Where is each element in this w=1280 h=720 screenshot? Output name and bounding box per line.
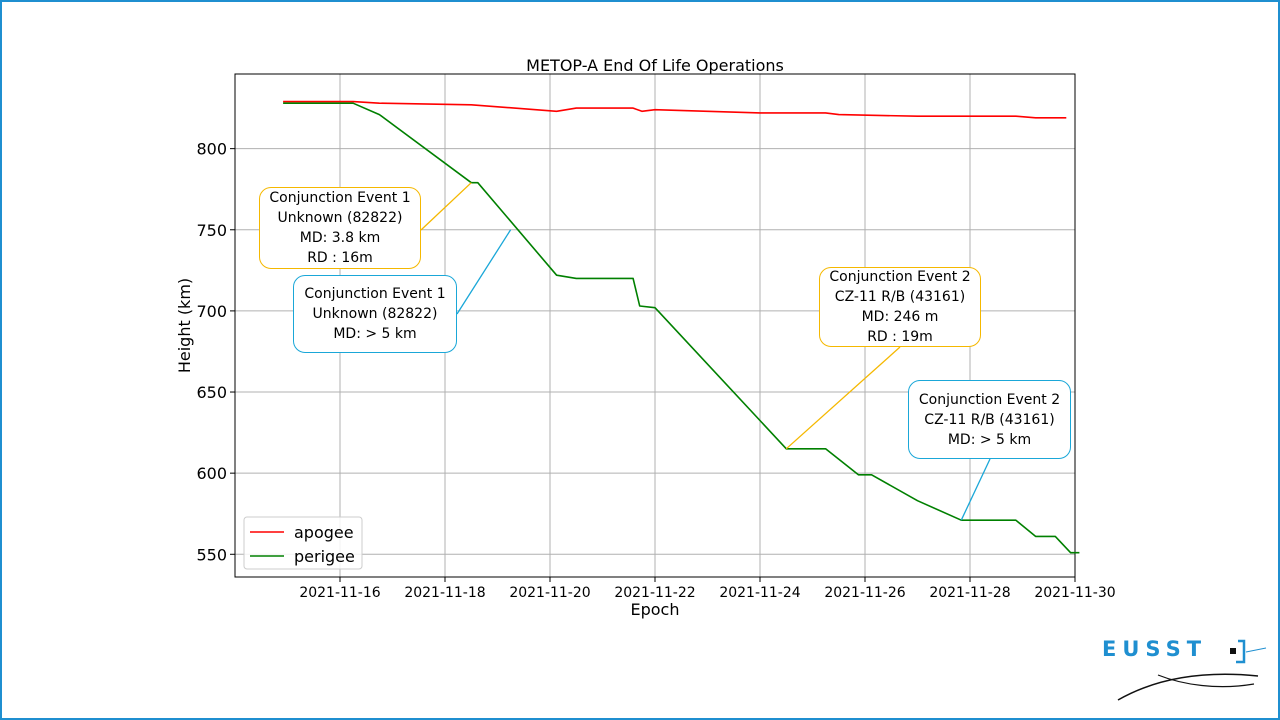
chart-title: METOP-A End Of Life Operations <box>526 56 784 75</box>
annotation-connector-ce2-blue <box>960 458 991 521</box>
x-axis-label: Epoch <box>631 600 680 619</box>
callout-line: MD: 246 m <box>861 309 939 325</box>
callout-line: CZ-11 R/B (43161) <box>924 411 1055 428</box>
callout-line: RD : 16m <box>307 250 373 266</box>
x-tick-label: 2021-11-28 <box>929 585 1010 601</box>
y-tick-label: 800 <box>196 140 227 159</box>
callout-line: MD: 3.8 km <box>299 230 381 246</box>
annotation-connector-ce2-orange <box>785 346 901 450</box>
y-tick-label: 600 <box>196 464 227 483</box>
annotation-connector-ce1-blue <box>456 229 512 315</box>
callout-line: MD: > 5 km <box>333 326 417 342</box>
callout-line: CZ-11 R/B (43161) <box>834 289 966 305</box>
callout-conjunction-event-2-blue: Conjunction Event 2 CZ-11 R/B (43161) MD… <box>908 380 1071 459</box>
x-tick-label: 2021-11-18 <box>404 585 485 601</box>
callout-line: Conjunction Event 1 <box>269 190 411 206</box>
x-tick-label: 2021-11-26 <box>824 585 905 601</box>
y-axis-label: Height (km) <box>175 278 194 373</box>
x-tick-label: 2021-11-24 <box>719 585 800 601</box>
callout-line: RD : 19m <box>867 329 933 345</box>
callout-conjunction-event-1-blue: Conjunction Event 1 Unknown (82822) MD: … <box>293 275 457 353</box>
callout-line: Conjunction Event 2 <box>918 391 1061 408</box>
callout-conjunction-event-2-orange: Conjunction Event 2 CZ-11 R/B (43161) MD… <box>819 267 981 347</box>
legend-label-apogee: apogee <box>294 523 354 542</box>
x-tick-label: 2021-11-16 <box>299 585 380 601</box>
callout-conjunction-event-1-orange: Conjunction Event 1 Unknown (82822) MD: … <box>259 187 421 269</box>
callout-line: MD: > 5 km <box>947 431 1032 448</box>
x-tick-label: 2021-11-20 <box>509 585 590 601</box>
plot-area <box>234 73 1076 578</box>
eusst-logo-icon: EUSST <box>1102 637 1267 701</box>
callout-line: Conjunction Event 1 <box>304 286 446 302</box>
callout-line: Unknown (82822) <box>312 306 438 322</box>
legend-label-perigee: perigee <box>294 547 355 566</box>
y-tick-label: 650 <box>196 383 227 402</box>
annotation-connector-ce1-orange <box>420 182 472 231</box>
x-tick-label: 2021-11-22 <box>614 585 695 601</box>
y-tick-label: 750 <box>196 221 227 240</box>
x-tick-label: 2021-11-30 <box>1034 585 1115 601</box>
callout-line: Unknown (82822) <box>277 210 403 226</box>
series-line-apogee <box>283 100 1067 119</box>
callout-line: Conjunction Event 2 <box>829 269 971 285</box>
y-tick-label: 700 <box>196 302 227 321</box>
logo-text: EUSST <box>1102 637 1207 661</box>
y-tick-label: 550 <box>196 545 227 564</box>
